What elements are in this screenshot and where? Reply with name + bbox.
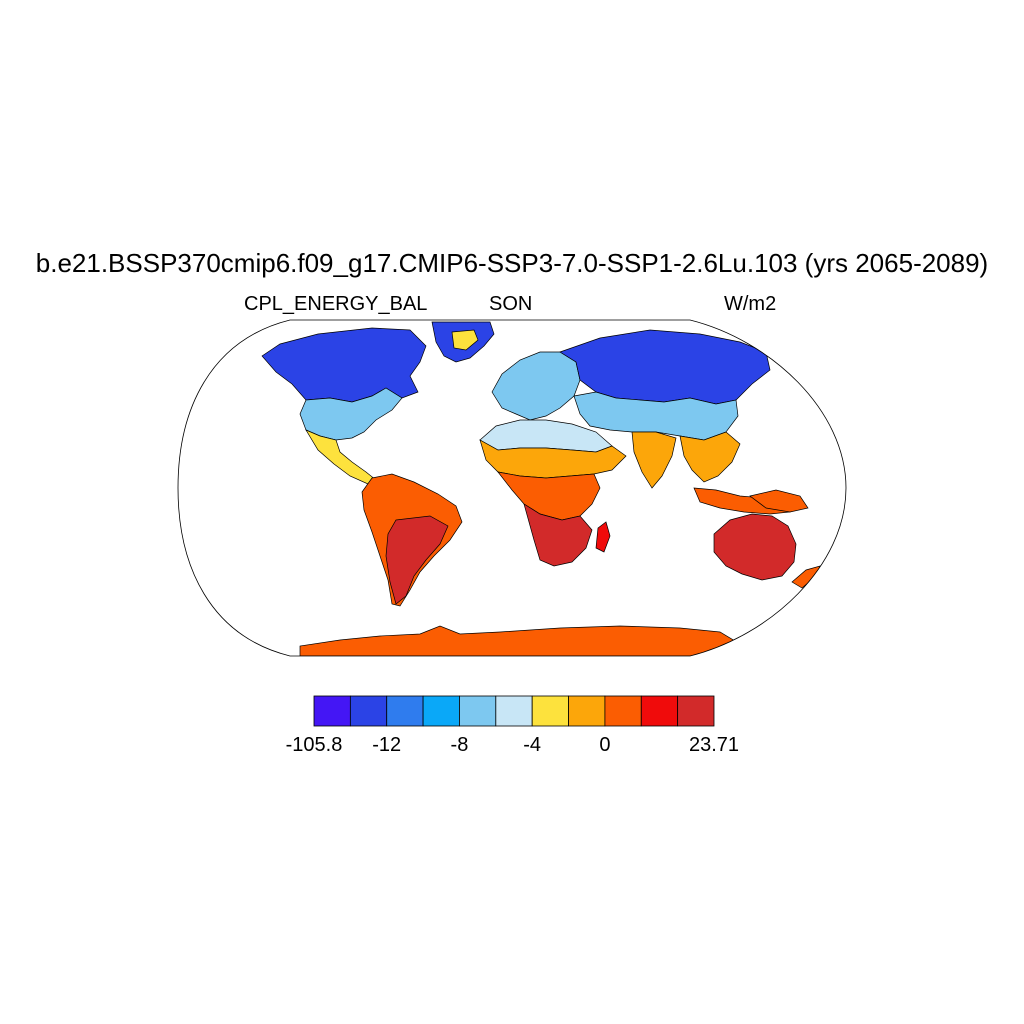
colorbar-label: -105.8 [285,734,343,756]
colorbar-label: -8 [450,734,469,756]
antarctica-land [299,625,741,656]
central-africa-land [497,471,601,521]
colorbar-label: -4 [523,734,542,756]
colorbar-swatch [677,695,715,727]
greenland-interior-land [451,329,479,351]
south-america-south-land [385,515,449,605]
colorbar-swatch [604,695,642,727]
colorbar-label: -12 [372,734,402,756]
colorbar-swatch [640,695,679,727]
colorbar-swatch [349,695,388,727]
central-asia-land [573,391,739,441]
variable-label: CPL_ENERGY_BAL [244,293,428,315]
colorbar-swatch [531,695,569,727]
colorbar-label: 0 [599,734,611,756]
colorbar-swatch [459,695,497,727]
mexico-central-america-land [305,429,377,485]
europe-land [491,351,581,421]
colorbar-swatch [495,695,533,727]
land-layer [261,321,821,656]
south-asia-land [631,431,677,489]
colorbar-label: 23.71 [688,734,740,756]
madagascar-land [595,521,611,553]
units-label: W/m2 [724,293,777,315]
plot-title: b.e21.BSSP370cmip6.f09_g17.CMIP6-SSP3-7.… [35,248,989,278]
colorbar-swatch [313,695,351,727]
australia-land [713,513,797,581]
colorbar-swatch [422,695,460,727]
southeast-asia-land [679,431,741,483]
new-guinea-land [749,489,809,513]
colorbar [313,695,715,727]
colorbar-swatch [386,695,424,727]
season-label: SON [489,293,533,315]
canada-alaska-land [261,327,427,403]
southern-africa-land [523,503,593,567]
map-boundary [177,319,847,657]
colorbar-swatch [568,695,606,727]
